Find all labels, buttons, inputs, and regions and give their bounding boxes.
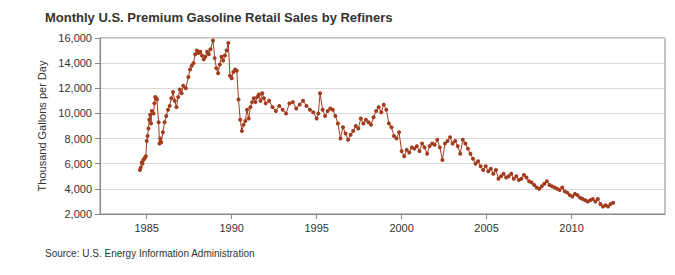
svg-text:16,000: 16,000	[58, 32, 92, 44]
svg-text:1985: 1985	[134, 222, 158, 234]
svg-text:14,000: 14,000	[58, 57, 92, 69]
svg-text:6,000: 6,000	[64, 158, 92, 170]
svg-text:Thousand Gallons per Day: Thousand Gallons per Day	[36, 60, 48, 191]
svg-text:4,000: 4,000	[64, 183, 92, 195]
svg-text:2,000: 2,000	[64, 208, 92, 220]
svg-text:1990: 1990	[219, 222, 243, 234]
svg-text:2000: 2000	[389, 222, 413, 234]
svg-text:8,000: 8,000	[64, 133, 92, 145]
svg-text:2010: 2010	[559, 222, 583, 234]
svg-text:Source: U.S. Energy Informatio: Source: U.S. Energy Information Administ…	[45, 248, 255, 259]
svg-text:1995: 1995	[304, 222, 328, 234]
svg-text:10,000: 10,000	[58, 107, 92, 119]
svg-text:2005: 2005	[474, 222, 498, 234]
svg-text:Monthly U.S. Premium Gasoline: Monthly U.S. Premium Gasoline Retail Sal…	[45, 10, 393, 25]
svg-text:12,000: 12,000	[58, 82, 92, 94]
